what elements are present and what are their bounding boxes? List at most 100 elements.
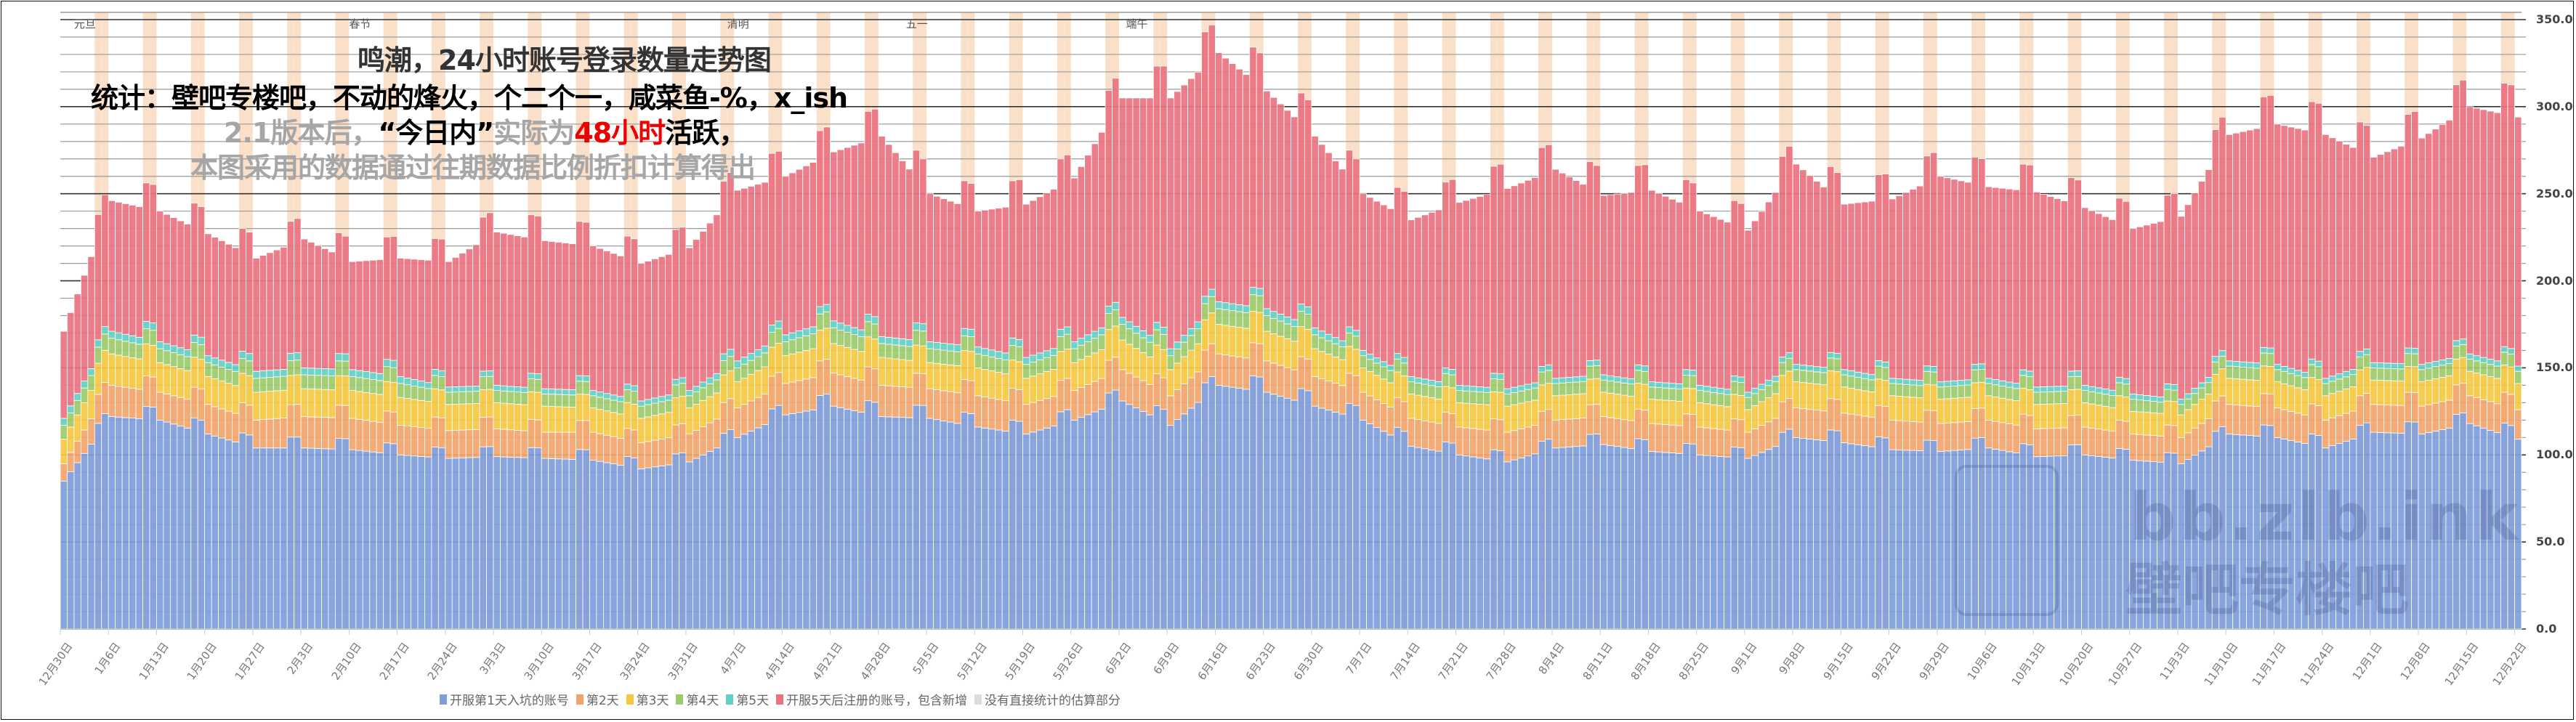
- bar-segment: [2390, 362, 2399, 369]
- bar-segment: [348, 261, 357, 370]
- bar-segment: [1366, 371, 1374, 397]
- bar-segment: [2095, 405, 2103, 430]
- bar-segment: [2431, 431, 2439, 630]
- bar-segment: [1187, 328, 1195, 336]
- bar-segment: [1648, 381, 1656, 388]
- bar-segment: [630, 385, 639, 392]
- bar-segment: [747, 353, 755, 361]
- y-tick-label: 350.0: [2536, 12, 2573, 26]
- bar-segment: [699, 231, 707, 383]
- bar-segment: [1957, 385, 1966, 398]
- bar-segment: [232, 442, 240, 630]
- bar-segment: [1009, 180, 1017, 338]
- bar-segment: [2171, 401, 2179, 426]
- bar-segment: [1737, 394, 1745, 421]
- bar-segment: [1923, 365, 1931, 372]
- bar-segment: [314, 447, 322, 630]
- bar-segment: [177, 347, 185, 355]
- bar-segment: [1049, 369, 1058, 397]
- bar-segment: [2260, 393, 2268, 426]
- bar-segment: [1964, 182, 1972, 381]
- bar-segment: [576, 375, 584, 382]
- bar-segment: [1476, 392, 1484, 405]
- bar-segment: [1703, 391, 1711, 405]
- bar-segment: [238, 358, 246, 374]
- bar-segment: [294, 360, 302, 376]
- bar-segment: [1201, 382, 1209, 630]
- bar-segment: [809, 162, 817, 328]
- bar-segment: [671, 384, 679, 399]
- bar-segment: [1084, 414, 1092, 630]
- bar-segment: [548, 458, 556, 630]
- bar-segment: [1428, 211, 1436, 381]
- bar-segment: [562, 389, 570, 395]
- bar-segment: [884, 416, 893, 630]
- bar-segment: [1366, 423, 1374, 630]
- legend-swatch: [440, 694, 447, 705]
- bar-segment: [369, 421, 377, 453]
- bar-segment: [87, 418, 95, 445]
- bar-segment: [1785, 397, 1793, 430]
- bar-segment: [816, 313, 824, 330]
- bar-segment: [348, 418, 357, 450]
- bar-segment: [1772, 192, 1780, 377]
- bar-segment: [486, 212, 494, 372]
- bar-segment: [2473, 373, 2481, 398]
- bar-segment: [2294, 370, 2302, 376]
- bar-segment: [534, 392, 542, 421]
- bar-segment: [506, 386, 514, 392]
- legend-item[interactable]: 第5天: [726, 690, 769, 708]
- bar-segment: [1730, 376, 1738, 382]
- bar-segment: [1283, 323, 1291, 339]
- bar-segment: [2376, 154, 2385, 363]
- bar-segment: [355, 418, 363, 451]
- bar-segment: [2129, 434, 2137, 461]
- bar-segment: [2260, 346, 2268, 354]
- bar-segment: [2225, 404, 2234, 434]
- bar-segment: [1889, 449, 1897, 630]
- legend-item[interactable]: 没有直接统计的估算部分: [974, 690, 1121, 708]
- bar-segment: [995, 358, 1003, 373]
- bar-segment: [2081, 426, 2089, 455]
- bar-segment: [1160, 409, 1168, 630]
- bar-segment: [857, 351, 865, 381]
- bar-segment: [2445, 427, 2453, 630]
- bar-segment: [1345, 373, 1354, 404]
- bar-segment: [1799, 169, 1807, 366]
- bar-segment: [2507, 425, 2515, 630]
- bar-segment: [2439, 124, 2447, 360]
- legend-item[interactable]: 第3天: [626, 690, 669, 708]
- bar-segment: [1572, 394, 1580, 419]
- bar-segment: [60, 439, 68, 464]
- bar-segment: [135, 358, 143, 390]
- bar-segment: [940, 390, 948, 421]
- bar-segment: [2487, 429, 2495, 630]
- bar-segment: [1957, 421, 1966, 450]
- bar-segment: [1978, 407, 1986, 438]
- bar-segment: [246, 375, 254, 406]
- legend-item[interactable]: 开服第1天入坑的账号: [440, 690, 569, 708]
- bar-segment: [1813, 410, 1821, 440]
- bar-segment: [616, 413, 625, 439]
- bar-segment: [1152, 65, 1161, 323]
- bar-segment: [1215, 308, 1223, 325]
- bar-segment: [2074, 444, 2082, 630]
- bar-segment: [520, 404, 528, 431]
- bar-segment: [1269, 362, 1277, 395]
- bar-segment: [2171, 389, 2179, 402]
- bar-segment: [1531, 453, 1539, 630]
- bar-segment: [2349, 147, 2357, 370]
- bar-segment: [1943, 381, 1952, 387]
- bar-segment: [397, 383, 405, 398]
- bar-segment: [2205, 418, 2213, 447]
- bar-segment: [596, 433, 604, 462]
- legend-item[interactable]: 第2天: [576, 690, 619, 708]
- bar-segment: [2260, 97, 2268, 348]
- bar-segment: [1772, 381, 1780, 394]
- bar-segment: [2404, 366, 2413, 393]
- bar-segment: [2253, 368, 2261, 381]
- bar-segment: [1661, 387, 1670, 401]
- legend-item[interactable]: 第4天: [676, 690, 719, 708]
- bar-segment: [2308, 101, 2316, 360]
- legend-item[interactable]: 开服5天后注册的账号，包含新增: [776, 690, 967, 708]
